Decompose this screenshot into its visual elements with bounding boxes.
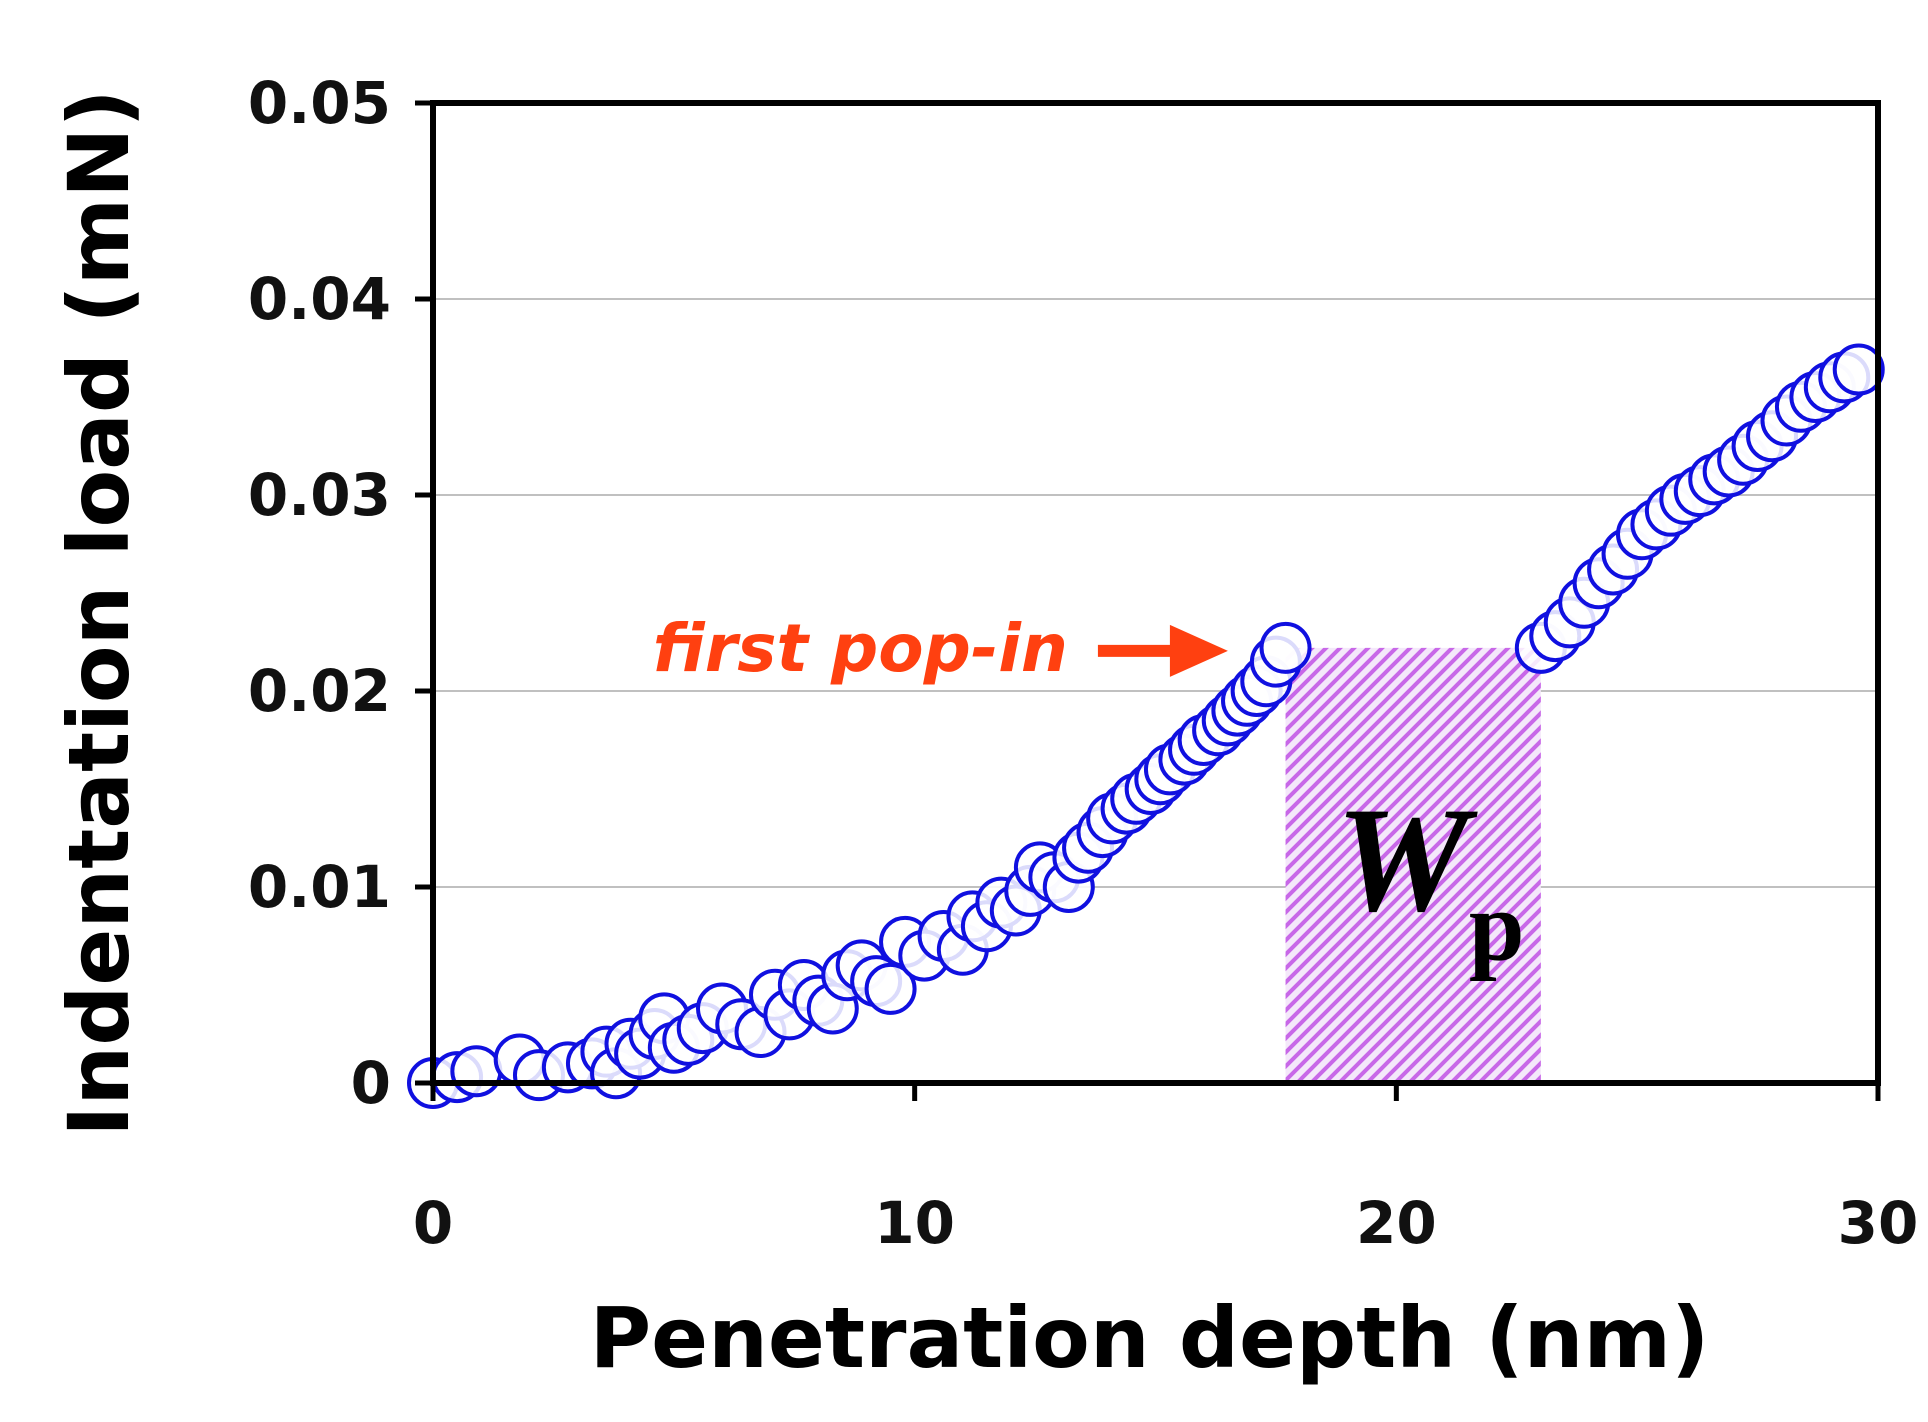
x-tick-label: 10 — [874, 1189, 955, 1257]
data-point — [864, 962, 917, 1015]
y-tick-label: 0.01 — [248, 853, 391, 921]
y-tick-label: 0 — [351, 1049, 391, 1117]
tick-labels: 0 0.01 0.02 0.03 0.04 0.05 0 10 20 30 — [248, 69, 1918, 1257]
data-point — [1259, 621, 1312, 674]
y-tick-label: 0.02 — [248, 657, 391, 725]
wp-label: Wp — [1336, 777, 1525, 982]
data-points — [407, 343, 1885, 1109]
axis-ticks — [415, 100, 1881, 1101]
annotation-arrow — [1097, 624, 1228, 677]
wp-label-main: W — [1336, 777, 1479, 943]
x-tick-label: 0 — [413, 1189, 453, 1257]
x-axis-label: Penetration depth (nm) — [590, 1289, 1710, 1387]
y-tick-label: 0.04 — [248, 265, 391, 333]
y-tick-label: 0.03 — [248, 461, 391, 529]
plastic-work-region — [1285, 647, 1541, 1083]
data-point — [1832, 343, 1885, 396]
x-tick-label: 30 — [1838, 1189, 1919, 1257]
y-axis-label: Indentation load (mN) — [50, 89, 148, 1137]
y-tick-label: 0.05 — [248, 69, 391, 137]
first-pop-in-annotation: first pop-in — [653, 610, 1068, 687]
x-tick-label: 20 — [1356, 1189, 1437, 1257]
data-point — [450, 1045, 503, 1098]
grid-lines — [433, 298, 1878, 888]
plot-frame — [430, 100, 1881, 1086]
wp-label-sub: p — [1469, 871, 1525, 982]
